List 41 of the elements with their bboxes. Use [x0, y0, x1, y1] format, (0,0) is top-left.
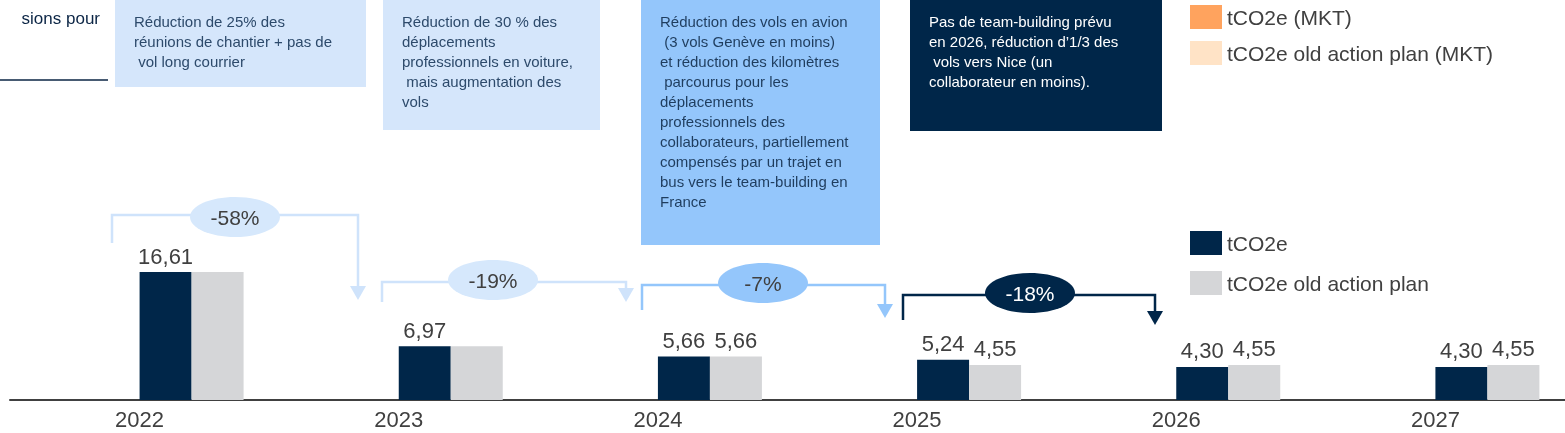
- data-label: 5,66: [662, 327, 706, 353]
- legend-label: tCO2e: [1227, 231, 1288, 255]
- bar: [1228, 364, 1281, 400]
- x-tick-label: 2022: [115, 406, 165, 432]
- chart-title: sions pour: [21, 9, 101, 28]
- bar: [709, 356, 762, 400]
- text: Réduction de 25% des réunions de chantier + pas de vol long courrier: [134, 12, 333, 70]
- bar: [917, 359, 970, 400]
- text: Pas de team-building prévu en 2026, réduction d’1/3 des vols vers Nice (un collaborateur en moins).: [929, 12, 1119, 90]
- legend-label: tCO2e old action plan: [1227, 271, 1429, 295]
- bar: [1176, 366, 1229, 400]
- data-label: 5,66: [714, 327, 758, 353]
- annotation: -19%: [468, 268, 518, 292]
- bar: [657, 356, 710, 400]
- x-tick-label: 2024: [633, 406, 683, 432]
- data-label: 5,24: [921, 331, 965, 357]
- data-label: 6,97: [403, 317, 447, 343]
- data-label: 4,30: [1440, 338, 1483, 364]
- bar: [450, 346, 503, 400]
- data-label: 16,61: [138, 243, 194, 269]
- data-label: 4,55: [1232, 336, 1276, 362]
- x-tick-label: 2026: [1151, 406, 1201, 432]
- annotation: -18%: [1005, 281, 1055, 305]
- x-tick-label: 2027: [1410, 406, 1460, 432]
- text: Réduction de 30 % des déplacements professionnels en voiture, mais augmentation des vols: [402, 12, 573, 110]
- bar: [1487, 364, 1540, 400]
- legend-label: tCO2e old action plan (MKT): [1227, 41, 1494, 65]
- x-tick-label: 2023: [374, 406, 424, 432]
- data-label: 4,30: [1180, 338, 1224, 364]
- bar: [969, 364, 1022, 400]
- bar: [191, 272, 244, 400]
- bar: [398, 346, 451, 400]
- bar: [139, 272, 192, 400]
- bar: [1435, 366, 1488, 400]
- text: -58%: [210, 205, 260, 229]
- x-tick-label: 2025: [892, 406, 942, 432]
- text: Réduction des vols en avion (3 vols Genève en moins) et réduction des kilomètres parcourus pour les déplacements professionnels des collaborateurs, partiellement compensés par un trajet en bus vers le team-building en France: [660, 12, 849, 210]
- data-label: 4,55: [1492, 336, 1535, 362]
- legend-label: tCO2e (MKT): [1227, 5, 1352, 29]
- data-label: 4,55: [973, 336, 1017, 362]
- annotation: -7%: [744, 271, 782, 295]
